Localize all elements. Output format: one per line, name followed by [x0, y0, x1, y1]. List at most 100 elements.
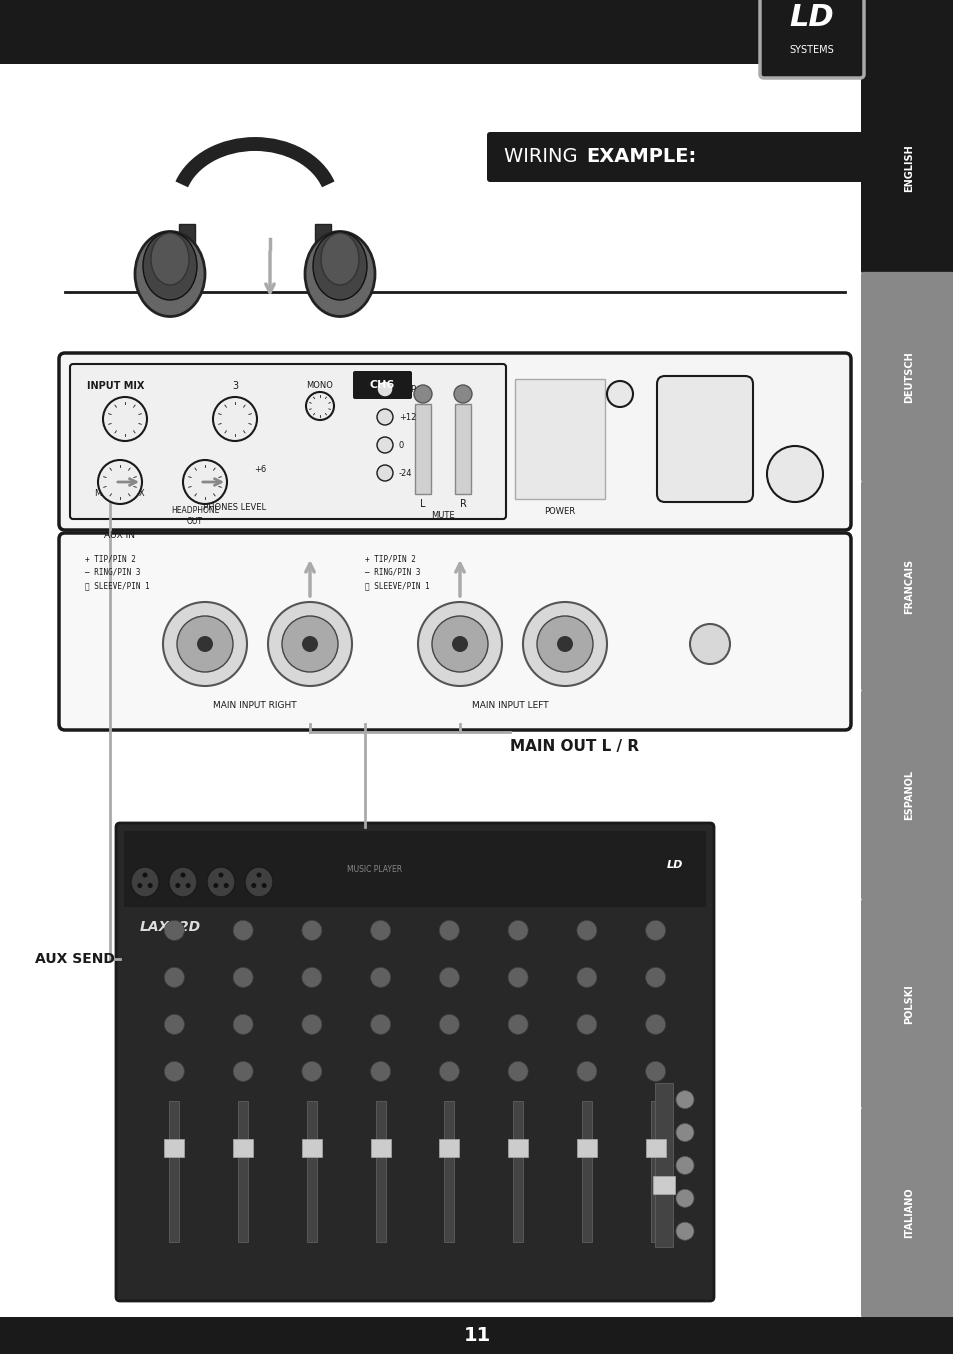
Circle shape: [103, 397, 147, 441]
Ellipse shape: [207, 867, 234, 896]
Circle shape: [233, 921, 253, 941]
Bar: [238, 1101, 248, 1242]
Bar: [0, 1317, 953, 1354]
Circle shape: [301, 1014, 321, 1034]
Bar: [577, 1140, 597, 1158]
Ellipse shape: [143, 232, 196, 301]
FancyBboxPatch shape: [861, 64, 953, 274]
Circle shape: [223, 883, 229, 888]
Text: 0: 0: [202, 464, 208, 474]
Text: AUX IN: AUX IN: [105, 532, 135, 540]
Circle shape: [233, 1014, 253, 1034]
Circle shape: [439, 967, 459, 987]
Circle shape: [164, 921, 184, 941]
Bar: [370, 1140, 390, 1158]
Circle shape: [213, 397, 256, 441]
Bar: [0, 0, 953, 64]
Circle shape: [537, 616, 593, 672]
Circle shape: [454, 385, 472, 403]
Text: CLIP: CLIP: [398, 385, 416, 394]
Circle shape: [376, 437, 393, 454]
Bar: [513, 1101, 522, 1242]
Circle shape: [196, 636, 213, 653]
Circle shape: [301, 921, 321, 941]
FancyBboxPatch shape: [861, 689, 953, 900]
Bar: [655, 1082, 672, 1247]
Ellipse shape: [151, 233, 189, 284]
Circle shape: [645, 1014, 665, 1034]
Text: L: L: [420, 500, 425, 509]
FancyBboxPatch shape: [861, 898, 953, 1109]
Text: DEUTSCH: DEUTSCH: [903, 352, 913, 403]
Text: 11: 11: [463, 1326, 490, 1345]
Text: LAX12D: LAX12D: [140, 919, 201, 934]
Circle shape: [142, 872, 148, 877]
Bar: [301, 1140, 321, 1158]
Circle shape: [417, 603, 501, 686]
Circle shape: [148, 883, 152, 888]
Circle shape: [175, 883, 180, 888]
Bar: [515, 379, 604, 500]
Circle shape: [606, 380, 633, 408]
Circle shape: [376, 464, 393, 481]
Circle shape: [98, 460, 142, 504]
Circle shape: [256, 872, 261, 877]
FancyBboxPatch shape: [861, 1108, 953, 1317]
Circle shape: [282, 616, 337, 672]
Circle shape: [370, 1062, 390, 1082]
Bar: [164, 1140, 184, 1158]
Text: INPUT MIX: INPUT MIX: [87, 380, 144, 391]
Text: MAIN: MAIN: [94, 490, 116, 498]
Text: +6: +6: [253, 464, 266, 474]
Circle shape: [164, 967, 184, 987]
Circle shape: [306, 393, 334, 420]
Bar: [314, 223, 331, 255]
Bar: [444, 1101, 454, 1242]
Bar: [170, 1101, 179, 1242]
Circle shape: [508, 921, 528, 941]
Ellipse shape: [320, 233, 358, 284]
Circle shape: [452, 636, 468, 653]
Circle shape: [163, 603, 247, 686]
Bar: [439, 1140, 459, 1158]
Ellipse shape: [169, 867, 196, 896]
FancyBboxPatch shape: [59, 353, 850, 529]
Circle shape: [676, 1156, 693, 1174]
Bar: [179, 223, 194, 255]
Bar: [650, 1101, 659, 1242]
Text: CH6: CH6: [369, 380, 395, 390]
Bar: [645, 1140, 665, 1158]
Bar: [652, 1175, 675, 1194]
Bar: [455, 403, 471, 494]
Text: LD: LD: [789, 4, 834, 32]
Text: MONO: MONO: [306, 380, 334, 390]
Circle shape: [301, 967, 321, 987]
Circle shape: [183, 460, 227, 504]
FancyBboxPatch shape: [353, 371, 412, 399]
Ellipse shape: [131, 867, 159, 896]
Circle shape: [164, 1014, 184, 1034]
Circle shape: [676, 1124, 693, 1141]
Text: 0: 0: [398, 440, 404, 450]
FancyBboxPatch shape: [116, 823, 713, 1301]
Circle shape: [676, 1090, 693, 1109]
Text: SYSTEMS: SYSTEMS: [789, 45, 834, 56]
Circle shape: [370, 967, 390, 987]
Circle shape: [251, 883, 256, 888]
Circle shape: [233, 967, 253, 987]
Circle shape: [186, 883, 191, 888]
Text: LD: LD: [666, 860, 682, 871]
Circle shape: [376, 380, 393, 397]
Text: POWER: POWER: [544, 508, 575, 516]
Text: +12: +12: [398, 413, 416, 421]
Ellipse shape: [245, 867, 273, 896]
FancyBboxPatch shape: [760, 0, 863, 79]
Text: 3: 3: [232, 380, 238, 391]
Text: EXAMPLE:: EXAMPLE:: [585, 148, 696, 167]
Text: AUX SEND: AUX SEND: [35, 952, 114, 965]
Ellipse shape: [305, 232, 375, 317]
Bar: [375, 1101, 385, 1242]
Text: MUSIC PLAYER: MUSIC PLAYER: [347, 864, 402, 873]
Circle shape: [689, 624, 729, 663]
Bar: [415, 403, 431, 494]
